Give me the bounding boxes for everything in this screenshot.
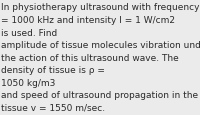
Text: 1050 kg/m3: 1050 kg/m3 [1,78,55,87]
Text: is used. Find: is used. Find [1,28,57,37]
Text: In physiotherapy ultrasound with frequency f: In physiotherapy ultrasound with frequen… [1,3,200,12]
Text: and speed of ultrasound propagation in the: and speed of ultrasound propagation in t… [1,90,198,99]
Text: density of tissue is ρ =: density of tissue is ρ = [1,66,105,75]
Text: = 1000 kHz and intensity I = 1 W/cm2: = 1000 kHz and intensity I = 1 W/cm2 [1,16,175,25]
Text: amplitude of tissue molecules vibration under: amplitude of tissue molecules vibration … [1,41,200,50]
Text: the action of this ultrasound wave. The: the action of this ultrasound wave. The [1,53,179,62]
Text: tissue v = 1550 m/sec.: tissue v = 1550 m/sec. [1,103,105,112]
